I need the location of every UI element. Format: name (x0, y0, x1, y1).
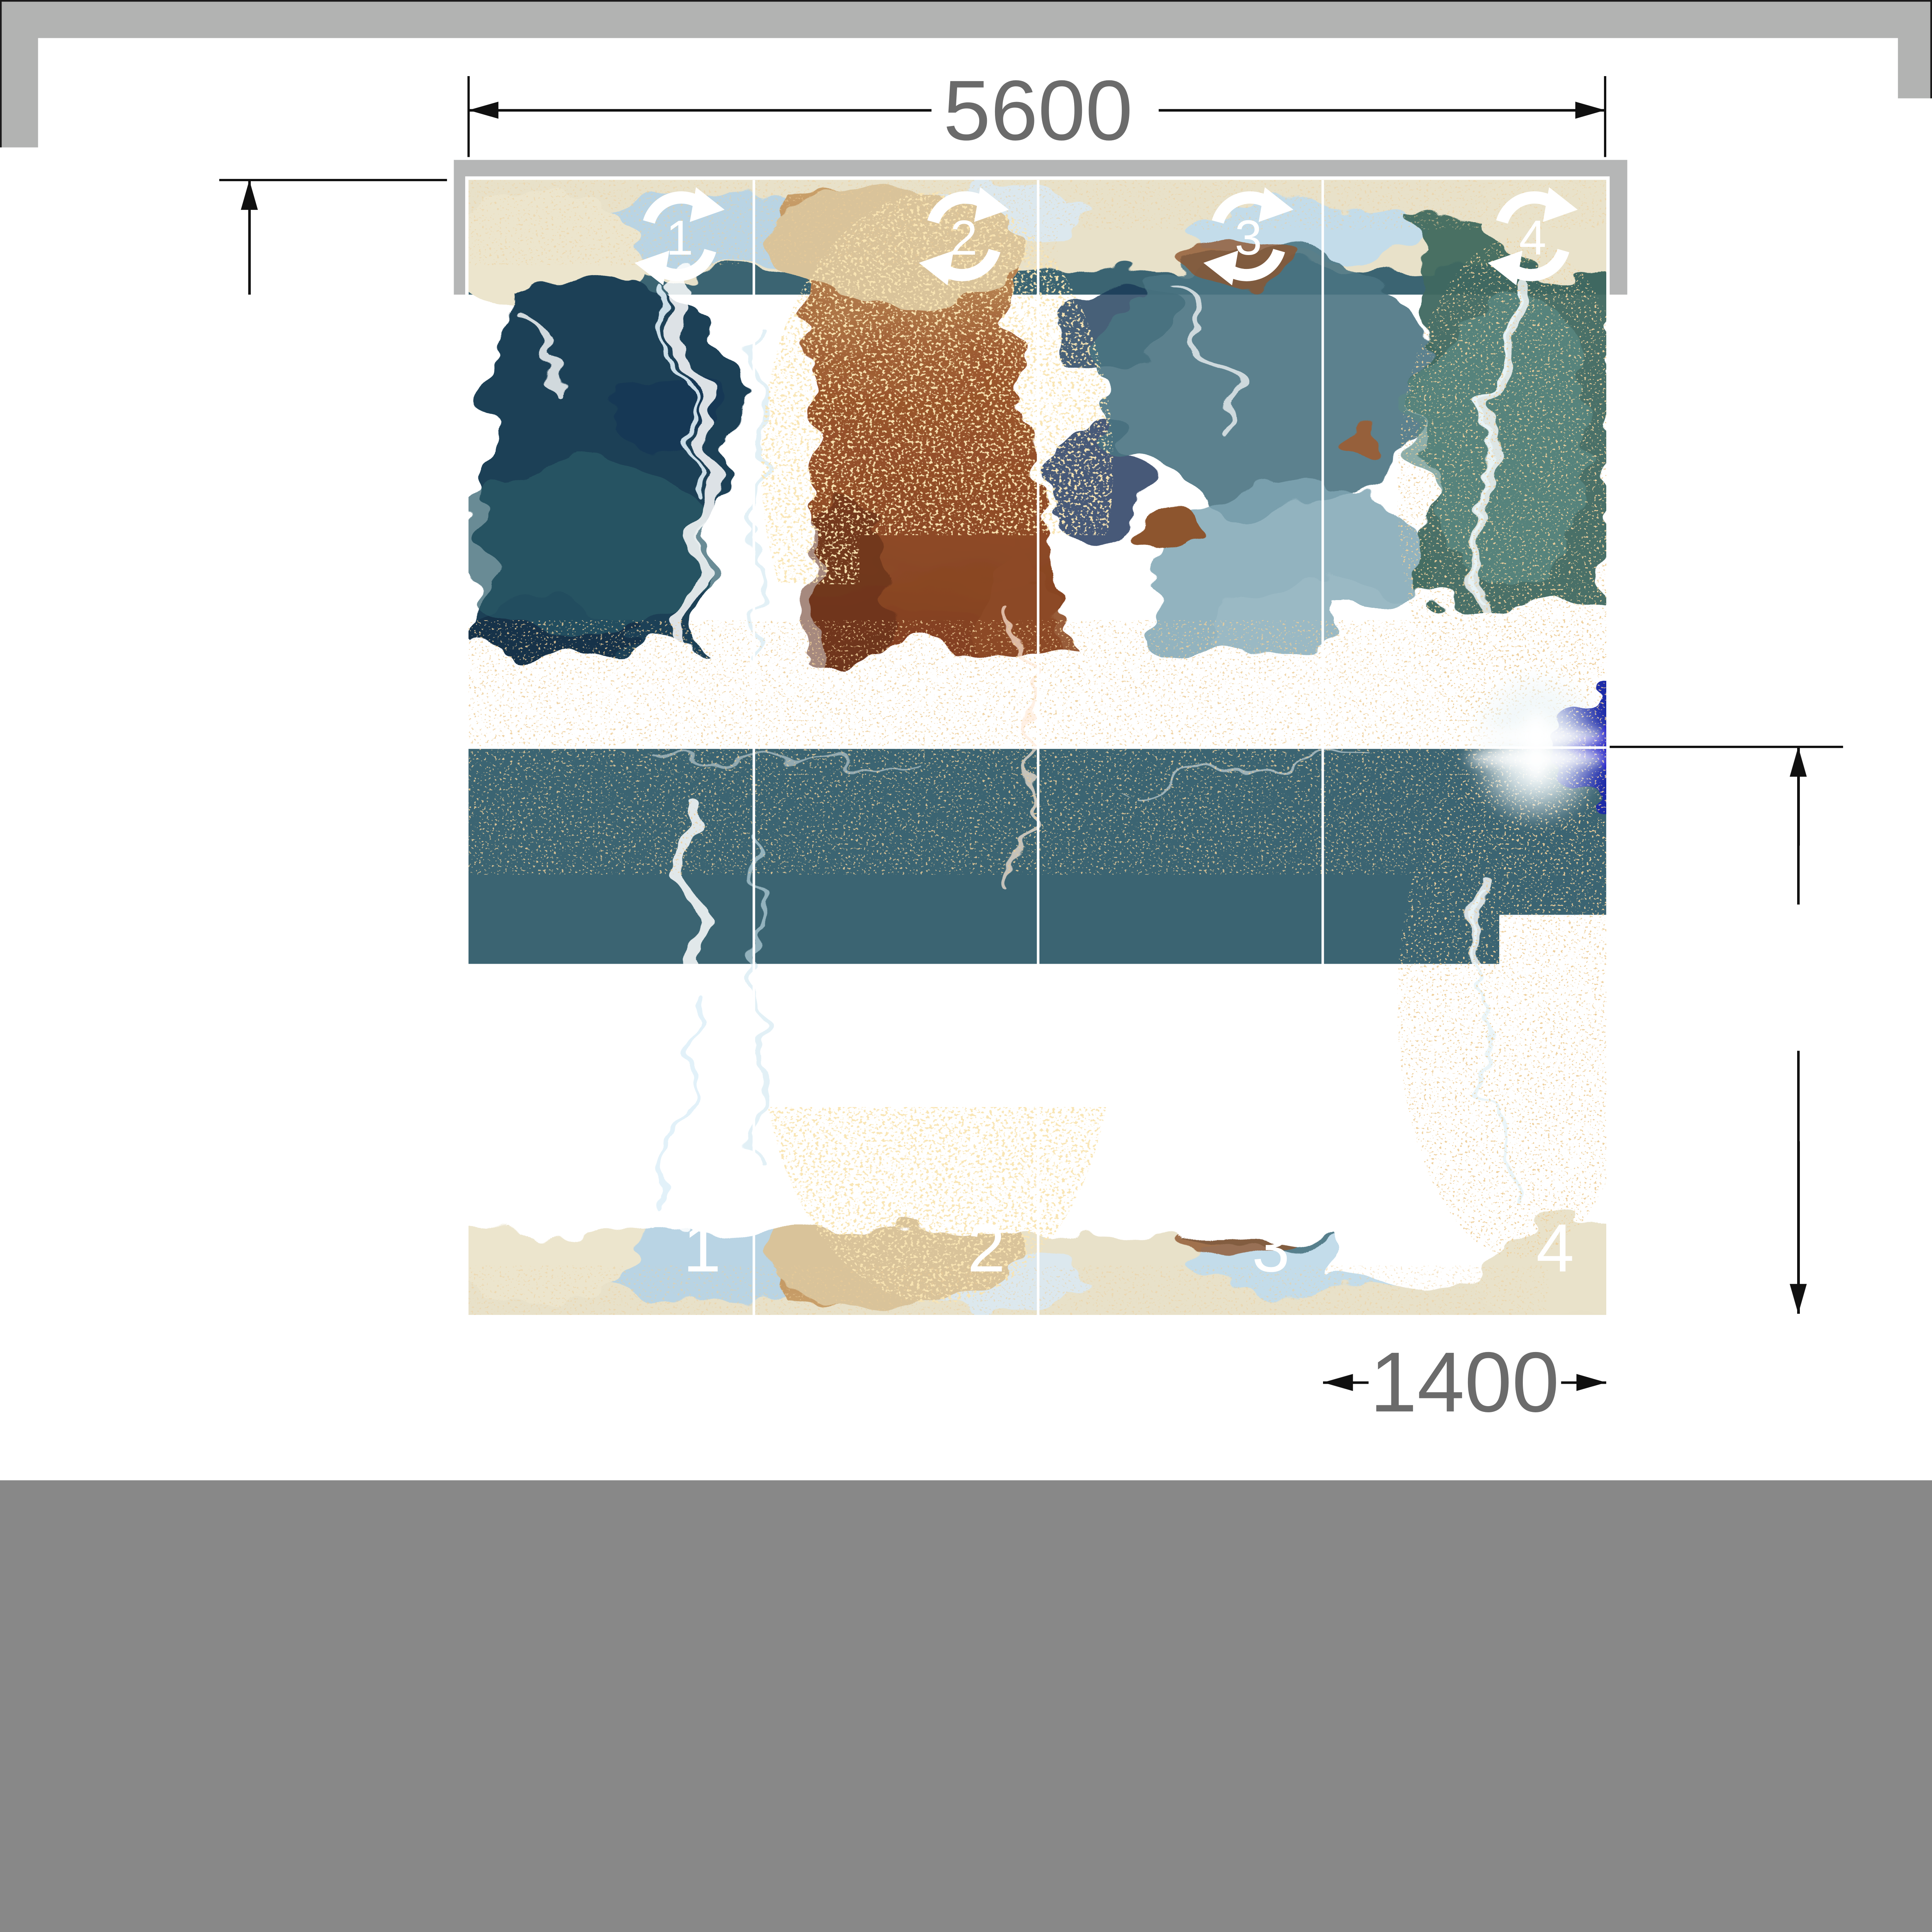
mural-artwork: 1 2 3 4 1 2 3 4 (469, 180, 1606, 1315)
dimension-line (469, 109, 932, 112)
rotate-badge-number: 2 (950, 210, 978, 265)
panel-number-label: 3 (1228, 1214, 1313, 1282)
arrowhead-icon (1575, 102, 1605, 119)
extension-line (1610, 1313, 1843, 1315)
open-hand (422, 1068, 464, 1089)
arrowhead-icon (241, 180, 258, 210)
panel-middle-divider (469, 747, 1606, 749)
dimension-label-width: 5600 (896, 68, 1180, 153)
arrowhead-icon (1790, 1284, 1807, 1314)
extension-line (1610, 746, 1843, 748)
dimension-line (1159, 109, 1605, 112)
arrowhead-icon (1790, 747, 1807, 777)
panel-number-label: 4 (1512, 1214, 1597, 1282)
dimension-label-height: 5700 (75, 729, 359, 814)
businessman-figure (264, 970, 464, 1439)
rotate-panel-icon[interactable]: 1 (628, 185, 731, 287)
trousers (290, 1285, 392, 1437)
dimension-line (1797, 1051, 1800, 1314)
diagram-canvas: 1 2 3 4 1 2 3 4 (0, 0, 1932, 1480)
rotate-panel-icon[interactable]: 4 (1481, 185, 1584, 287)
scale-person-figure (196, 953, 466, 1447)
panel-number-label: 1 (660, 1214, 745, 1282)
rotate-badge-number: 1 (666, 210, 693, 265)
rotate-badge-number: 4 (1519, 210, 1546, 265)
dimension-label-half-height: 2850 (1644, 934, 1928, 1019)
arrowhead-icon (469, 102, 498, 119)
dimension-line (248, 180, 251, 691)
panel-number-label: 2 (944, 1214, 1029, 1282)
rotate-badge-number: 3 (1235, 210, 1262, 265)
dimension-label-panel-width: 1400 (1323, 1339, 1607, 1424)
rotate-panel-icon[interactable]: 3 (1197, 185, 1300, 287)
rotate-panel-icon[interactable]: 2 (913, 185, 1015, 287)
